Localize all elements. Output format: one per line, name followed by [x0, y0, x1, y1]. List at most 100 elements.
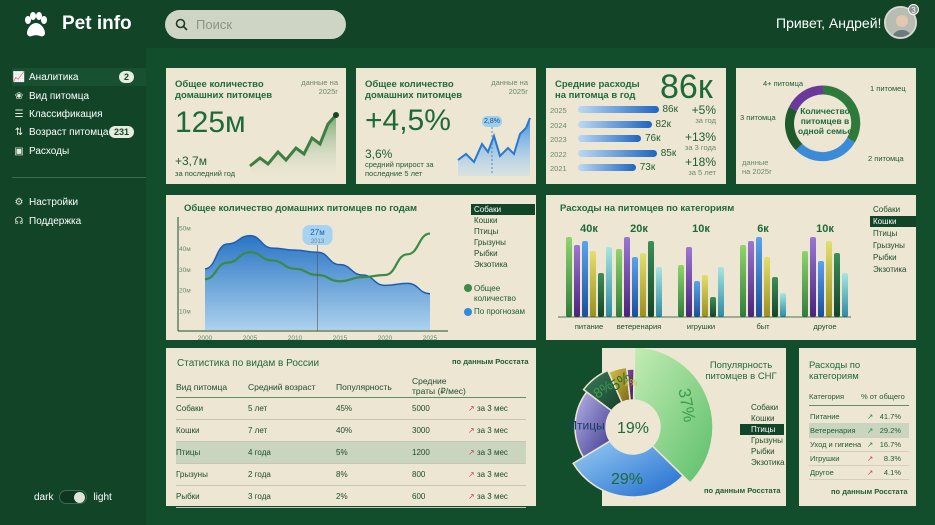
x-tick-label: 2010 [288, 335, 303, 340]
table-row[interactable]: Рыбки 3 года 2% 600 ↗ за 3 мес [176, 485, 526, 508]
pie-slice-label: Птицы [568, 419, 604, 433]
row-divider [809, 437, 909, 438]
sidebar-badge: 231 [108, 126, 134, 138]
trend-icon: ↗ [867, 412, 874, 421]
card-source: по данным Росстата [452, 357, 529, 366]
table-row[interactable]: Птицы 4 года 5% 1200 ↗ за 3 мес [176, 441, 526, 464]
sidebar-item-settings[interactable]: ⚙ Настройки [12, 193, 146, 211]
table-row[interactable]: Кошки 7 лет 40% 3000 ↗ за 3 мес [176, 419, 526, 442]
table-cell: Птицы [176, 441, 248, 464]
bar-data-label: 40к [580, 223, 598, 235]
trend-icon: ↗ [867, 426, 874, 435]
legend-item-5[interactable]: Экзотика [873, 265, 907, 274]
sidebar-item-analytics[interactable]: 📈 Аналитика 2 [12, 68, 146, 86]
legend-item-4[interactable]: Рыбки [474, 249, 498, 258]
legend-item-5[interactable]: Экзотика [751, 458, 785, 467]
sidebar-item-label: Настройки [29, 196, 79, 208]
search-icon [175, 18, 188, 31]
legend-item-3[interactable]: Грызуны [474, 238, 506, 247]
table-cell: Кошки [176, 419, 248, 442]
cell-text: Кошки [176, 426, 200, 435]
kpi-value: +4,5% [365, 104, 451, 137]
bar-игрушки-Кошки [686, 247, 692, 317]
bar-питание-Птицы [582, 241, 588, 317]
marker-value: 27м [310, 228, 324, 237]
table-row[interactable]: Грызуны 2 года 8% 800 ↗ за 3 мес [176, 463, 526, 486]
card-title: Статистика по видам в России [177, 358, 320, 369]
table-cell: Грызуны [176, 463, 248, 486]
paw-icon: ❀ [14, 90, 24, 102]
legend-item-5[interactable]: Экзотика [474, 260, 508, 269]
legend-item-1[interactable]: Кошки [751, 414, 775, 423]
cell-text: за 3 мес [476, 470, 508, 479]
search-bar[interactable]: Поиск [165, 10, 346, 39]
sidebar-item-pet-age[interactable]: ⇅ Возраст питомца 231 [12, 123, 146, 141]
y-tick-label: 50м [179, 225, 191, 232]
expense-name: Игрушки [810, 454, 840, 463]
legend-item-1[interactable]: Кошки [870, 216, 916, 227]
sidebar-item-support[interactable]: ☊ Поддержка [12, 212, 146, 230]
pie-slice-Собаки [632, 348, 714, 484]
bar-игрушки-Птицы [694, 281, 700, 317]
trend-icon: ↗ [468, 448, 477, 457]
cell-text: 2% [336, 492, 348, 501]
cell-text: за 3 мес [476, 426, 508, 435]
bar-игрушки-Рыбки [710, 297, 716, 317]
table-header: Средний возраст [248, 376, 336, 398]
bar-другое-Экзотика [842, 273, 848, 317]
cell-text: Грызуны [176, 470, 208, 479]
table-cell: 2 года [248, 463, 336, 486]
bar-category-label: ветеренария [617, 322, 661, 331]
sidebar-item-pet-type[interactable]: ❀ Вид питомца [12, 87, 146, 105]
pie-slice-label: 29% [611, 471, 643, 488]
kpi-sub-value: 3,6% [365, 147, 393, 161]
sidebar-item-expenses[interactable]: ▣ Расходы [12, 142, 146, 160]
table-cell: 3 года [248, 485, 336, 508]
change-label: за 5 лет [688, 168, 716, 177]
table-cell: 8% [336, 463, 412, 486]
expense-bar [578, 135, 641, 142]
legend-item-2[interactable]: Птицы [474, 227, 499, 236]
y-tick-label: 40м [179, 246, 191, 253]
legend-item-1[interactable]: Кошки [474, 216, 498, 225]
legend-item-3[interactable]: Грызуны [751, 436, 783, 445]
donut-label: 2 питомца [868, 154, 904, 163]
table-cell: 45% [336, 397, 412, 420]
cell-text: за 3 мес [476, 492, 508, 501]
family-donut [785, 85, 861, 162]
expense-value: 85к [660, 147, 677, 159]
bar-ветеренария-Рыбки [648, 241, 654, 317]
table-cell: 600 [412, 485, 468, 508]
bar-игрушки-Собаки [678, 265, 684, 317]
legend-item-4[interactable]: Рыбки [751, 447, 775, 456]
gear-icon: ⚙ [14, 196, 24, 208]
table-cell: 3000 [412, 419, 468, 442]
bar-быт-Экзотика [780, 293, 786, 317]
bar-питание-Экзотика [606, 247, 612, 317]
legend-item-2[interactable]: Птицы [740, 424, 784, 435]
table-header [468, 376, 526, 398]
theme-toggle[interactable] [59, 490, 88, 504]
trend-icon: ↗ [867, 454, 874, 463]
search-input[interactable]: Поиск [196, 17, 233, 32]
card-title: Расходы по категориям [809, 360, 861, 382]
cell-text: 3 года [248, 492, 271, 501]
legend-item-0[interactable]: Собаки [873, 205, 901, 214]
table-row[interactable]: Собаки 5 лет 45% 5000 ↗ за 3 мес [176, 397, 526, 420]
legend-item-0[interactable]: Собаки [751, 403, 779, 412]
trend-icon: ↗ [468, 470, 477, 479]
cell-text: 800 [412, 470, 426, 479]
bar-category-label: питание [575, 322, 603, 331]
species-table: Вид питомца Средний возраст Популярность… [176, 376, 526, 508]
legend-item-3[interactable]: Грызуны [873, 241, 905, 250]
legend-item-4[interactable]: Рыбки [873, 253, 897, 262]
table-cell: ↗ за 3 мес [468, 397, 526, 420]
chart-icon: 📈 [12, 71, 26, 83]
cell-text: Собаки [176, 404, 204, 413]
legend-item-2[interactable]: Птицы [873, 229, 898, 238]
trend-icon: ↗ [468, 404, 477, 413]
table-cell: 800 [412, 463, 468, 486]
legend-item-0[interactable]: Собаки [471, 204, 535, 215]
sidebar-item-classification[interactable]: ☰ Классификация [12, 105, 146, 123]
